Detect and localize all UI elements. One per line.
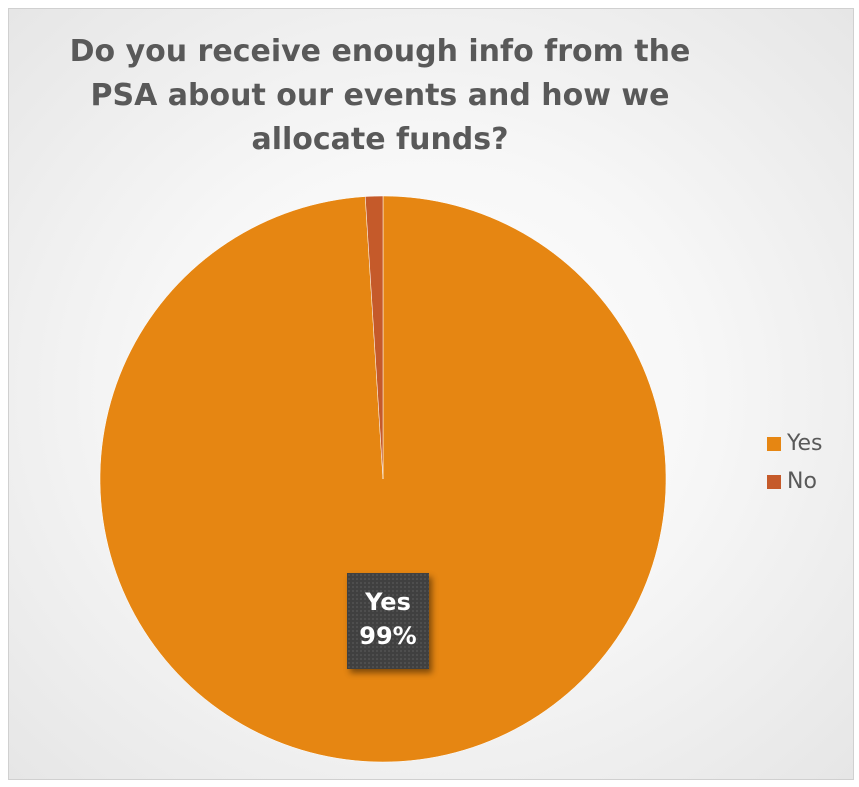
legend: Yes No [767,430,823,506]
legend-item-yes: Yes [767,430,823,457]
chart-title: Do you receive enough info from the PSA … [69,34,691,157]
data-label-category: Yes [365,588,411,616]
pie-slices [99,195,667,763]
legend-label-no: No [787,469,817,494]
legend-label-yes: Yes [787,431,823,456]
pie-slice-no [364,195,384,480]
legend-swatch-no [767,474,781,489]
data-label-percent: 99% [359,622,417,650]
data-label-yes: Yes 99% [347,573,429,669]
legend-swatch-yes [767,436,781,451]
legend-item-no: No [767,468,823,495]
